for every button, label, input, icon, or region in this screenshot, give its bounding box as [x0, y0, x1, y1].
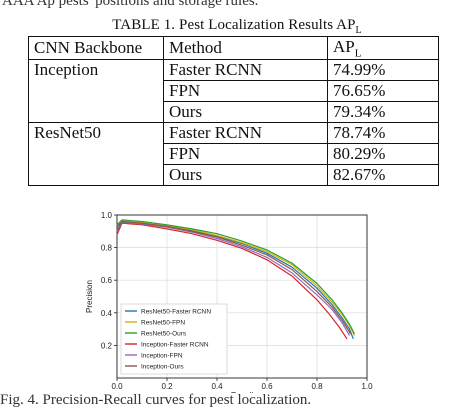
pr-curve-figure: 0.00.20.40.60.81.00.20.40.60.81.0RecallP…: [82, 203, 382, 400]
header-backbone: CNN Backbone: [28, 35, 164, 61]
table-header-row: CNN Backbone Method APL: [28, 35, 439, 61]
table-row: ResNet50 Faster RCNN 78.74%: [28, 122, 439, 187]
method-cell: FPN: [163, 80, 328, 103]
table-caption-sub: L: [355, 25, 362, 36]
x-tick-label: 1.0: [361, 382, 373, 391]
y-tick-label: 0.6: [101, 276, 113, 285]
plot-frame: [116, 214, 368, 379]
legend-label: Inception-Ours: [141, 364, 184, 371]
table-row: FPN 80.29%: [29, 143, 439, 166]
method-cell: Ours: [163, 101, 328, 124]
legend-label: Inception-Faster RCNN: [141, 342, 209, 349]
y-tick-label: 0.2: [101, 341, 113, 350]
figure-caption: Fig. 4. Precision-Recall curves for pest…: [0, 392, 312, 408]
header-metric-main: AP: [333, 37, 355, 56]
method-cell: FPN: [163, 143, 328, 166]
x-tick-label: 0.8: [311, 382, 323, 391]
backbone-cell: Inception: [28, 59, 164, 124]
legend-label: Inception-FPN: [141, 353, 183, 360]
y-tick-label: 0.4: [101, 309, 113, 318]
legend-label: ResNet50-FPN: [141, 320, 185, 327]
value-cell: 82.67%: [327, 164, 439, 187]
legend-label: ResNet50-Faster RCNN: [141, 309, 211, 316]
header-metric-sub: L: [354, 47, 362, 60]
y-tick-label: 1.0: [101, 211, 113, 220]
y-axis-label: Precision: [85, 280, 94, 313]
method-cell: Faster RCNN: [163, 59, 328, 82]
series-line: [116, 220, 352, 335]
method-cell: Faster RCNN: [163, 122, 328, 145]
cutoff-text-line: AAA Ap pests' positions and storage rule…: [2, 0, 259, 9]
value-cell: 79.34%: [327, 101, 439, 124]
header-method: Method: [163, 35, 328, 61]
series-line: [116, 221, 351, 336]
table-row: Inception Faster RCNN 74.99%: [28, 59, 439, 124]
value-cell: 76.65%: [327, 80, 439, 103]
x-tick-label: 0.6: [261, 382, 273, 391]
table-caption-main: TABLE 1. Pest Localization Results AP: [112, 17, 356, 33]
method-cell: Ours: [163, 164, 328, 187]
series-line: [116, 222, 348, 340]
value-cell: 78.74%: [327, 122, 439, 145]
x-tick-label: 0.0: [111, 382, 123, 391]
y-tick-label: 0.8: [101, 244, 113, 253]
pr-curve-chart: 0.00.20.40.60.81.00.20.40.60.81.0RecallP…: [85, 211, 373, 400]
value-cell: 74.99%: [327, 59, 439, 82]
table-row: Ours 82.67%: [29, 164, 439, 187]
series-line: [116, 220, 356, 336]
backbone-cell: ResNet50: [28, 122, 164, 187]
series-line: [116, 219, 356, 335]
table-caption: TABLE 1. Pest Localization Results APL: [0, 17, 474, 36]
x-tick-label: 0.4: [211, 382, 223, 391]
header-metric: APL: [327, 35, 439, 61]
results-table: CNN Backbone Method APL Inception Faster…: [28, 35, 439, 187]
x-tick-label: 0.2: [161, 382, 173, 391]
legend-box: [120, 303, 228, 375]
value-cell: 80.29%: [327, 143, 439, 166]
legend-label: ResNet50-Ours: [141, 331, 187, 338]
